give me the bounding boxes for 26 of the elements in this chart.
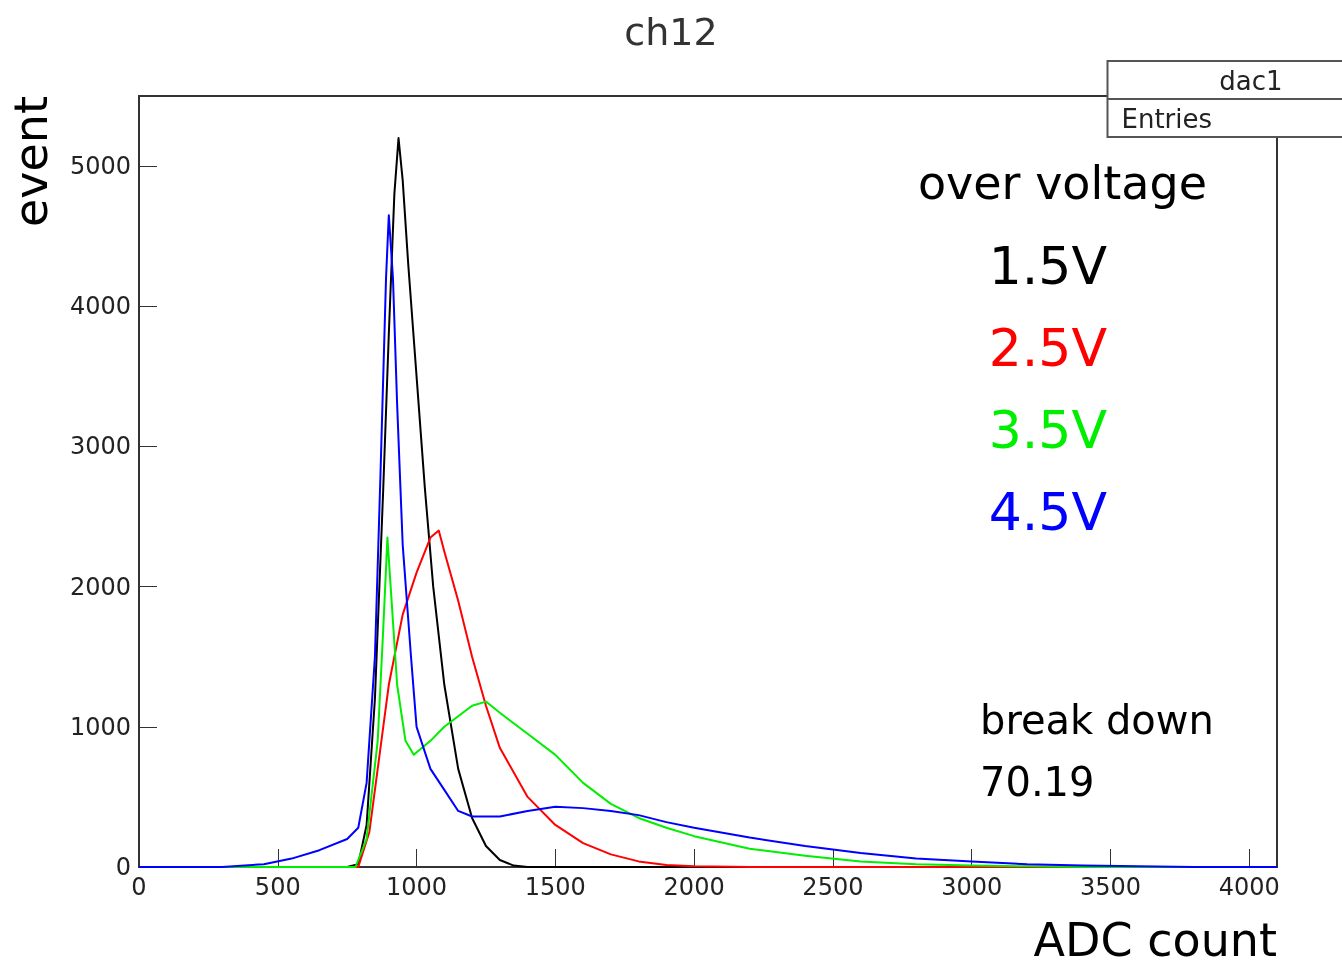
y-tick-label: 0 (115, 853, 131, 881)
annotation: Entries (1121, 104, 1213, 134)
y-tick-label: 2000 (69, 572, 131, 601)
text: 2.5V (988, 318, 1108, 378)
legend-title: over voltage (917, 156, 1208, 210)
text: 1.5V (988, 236, 1108, 296)
y-tick-label: 1000 (69, 712, 131, 741)
x-axis-title: ADC count (1033, 913, 1277, 964)
text: 4.5V (988, 482, 1108, 542)
y-tick-label: 4000 (69, 292, 131, 321)
x-tick-label: 2000 (663, 873, 725, 901)
annotation: break down (980, 697, 1214, 743)
y-tick-label: 5000 (69, 152, 131, 181)
y-tick-label: 3000 (69, 432, 131, 461)
x-tick-label: 3500 (1079, 873, 1141, 901)
y-axis-title: event (4, 96, 58, 228)
annotation: 70.19 (980, 759, 1095, 805)
x-tick-label: 4000 (1218, 873, 1280, 901)
chart-title: ch12 (624, 10, 718, 54)
annotation: dac1 (1219, 66, 1283, 96)
x-tick-label: 3000 (941, 873, 1003, 901)
text: 3.5V (988, 400, 1108, 460)
x-tick-label: 1000 (386, 873, 448, 901)
x-tick-label: 2500 (802, 873, 864, 901)
x-tick-label: 1500 (524, 873, 586, 901)
x-tick-label: 500 (254, 873, 301, 901)
